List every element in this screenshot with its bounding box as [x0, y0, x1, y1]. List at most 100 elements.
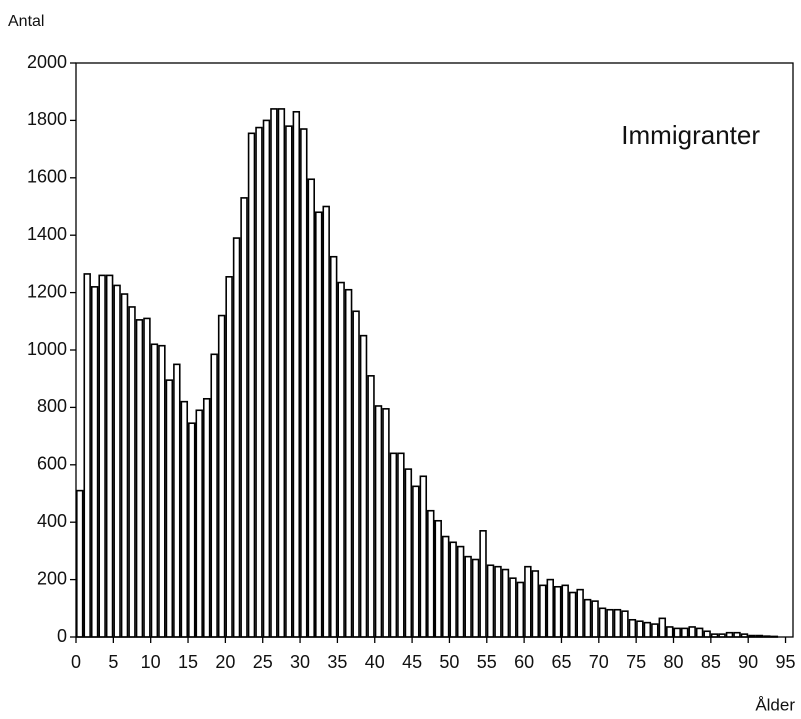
bar [419, 475, 428, 638]
x-tick-label: 80 [663, 652, 683, 672]
bar [143, 317, 151, 638]
bar [441, 535, 450, 638]
bar [389, 452, 398, 638]
bar [524, 565, 532, 638]
bar [591, 600, 599, 638]
bar [374, 405, 383, 638]
bar [666, 626, 674, 638]
bar [680, 627, 689, 638]
bar [695, 627, 704, 638]
bar [277, 108, 286, 638]
bar [158, 344, 166, 638]
bar [210, 353, 218, 638]
bar [255, 126, 263, 638]
x-tick-label: 5 [108, 652, 118, 672]
x-tick-label: 70 [589, 652, 609, 672]
bar [613, 608, 622, 638]
x-tick-label: 20 [215, 652, 235, 672]
bar [83, 273, 91, 638]
bar [76, 489, 84, 638]
bar [135, 319, 144, 638]
bar [583, 598, 592, 638]
bar [382, 408, 390, 638]
bar [546, 578, 554, 638]
y-tick-label: 600 [37, 454, 67, 474]
bar [494, 565, 502, 638]
bar [628, 618, 637, 638]
bar [195, 409, 203, 638]
bar [658, 617, 667, 638]
bar [606, 608, 614, 638]
bar [568, 591, 577, 638]
bar [636, 620, 644, 638]
x-axis-label: Ålder [755, 695, 795, 714]
x-tick-label: 40 [365, 652, 385, 672]
bar [105, 274, 114, 638]
bar [150, 343, 159, 638]
x-tick-label: 35 [327, 652, 347, 672]
bar [292, 110, 301, 638]
bar [352, 310, 360, 638]
bar [217, 314, 226, 638]
bar [471, 558, 480, 638]
bar [173, 363, 181, 638]
bar [434, 519, 442, 638]
x-tick-label: 85 [701, 652, 721, 672]
y-tick-label: 400 [37, 511, 67, 531]
bar [270, 108, 278, 638]
bar [553, 585, 562, 638]
bar [464, 555, 472, 638]
bar [509, 577, 517, 638]
bar [516, 581, 525, 638]
x-tick-label: 15 [178, 652, 198, 672]
bar [427, 509, 435, 638]
bar [404, 468, 413, 638]
x-tick-label: 45 [402, 652, 422, 672]
y-tick-label: 1200 [27, 281, 67, 301]
x-tick-label: 60 [514, 652, 534, 672]
bar [486, 564, 495, 638]
bar [412, 485, 420, 638]
x-tick-label: 55 [477, 652, 497, 672]
bar [367, 375, 375, 638]
chart-title: Immigranter [621, 120, 760, 150]
y-tick-label: 800 [37, 396, 67, 416]
bar [98, 274, 106, 638]
bar [202, 397, 211, 638]
y-axis-label: Antal [8, 13, 44, 30]
bar [90, 286, 99, 638]
x-tick-label: 95 [776, 652, 796, 672]
bar [247, 132, 256, 638]
bar [225, 276, 233, 638]
bar [307, 178, 315, 638]
y-tick-label: 1600 [27, 167, 67, 187]
y-tick-label: 1400 [27, 224, 67, 244]
x-tick-label: 90 [738, 652, 758, 672]
bar [180, 400, 189, 638]
bar [329, 255, 338, 638]
bar [449, 541, 457, 638]
bar [113, 284, 121, 638]
bar [531, 570, 540, 638]
bar [703, 630, 711, 638]
bar [232, 237, 241, 638]
bar [240, 197, 248, 638]
bar [344, 288, 353, 638]
bar [337, 281, 345, 638]
x-tick-label: 10 [141, 652, 161, 672]
bar [314, 211, 323, 638]
bar [479, 530, 487, 638]
bar [262, 119, 271, 638]
x-tick-label: 0 [71, 652, 81, 672]
bar [539, 584, 547, 638]
x-tick-label: 50 [439, 652, 459, 672]
bar [643, 621, 652, 638]
bar [688, 626, 696, 638]
y-tick-label: 2000 [27, 52, 67, 72]
bar [188, 422, 196, 638]
y-tick-label: 1800 [27, 109, 67, 129]
x-tick-label: 75 [626, 652, 646, 672]
bar [673, 627, 681, 638]
bar [621, 610, 629, 638]
